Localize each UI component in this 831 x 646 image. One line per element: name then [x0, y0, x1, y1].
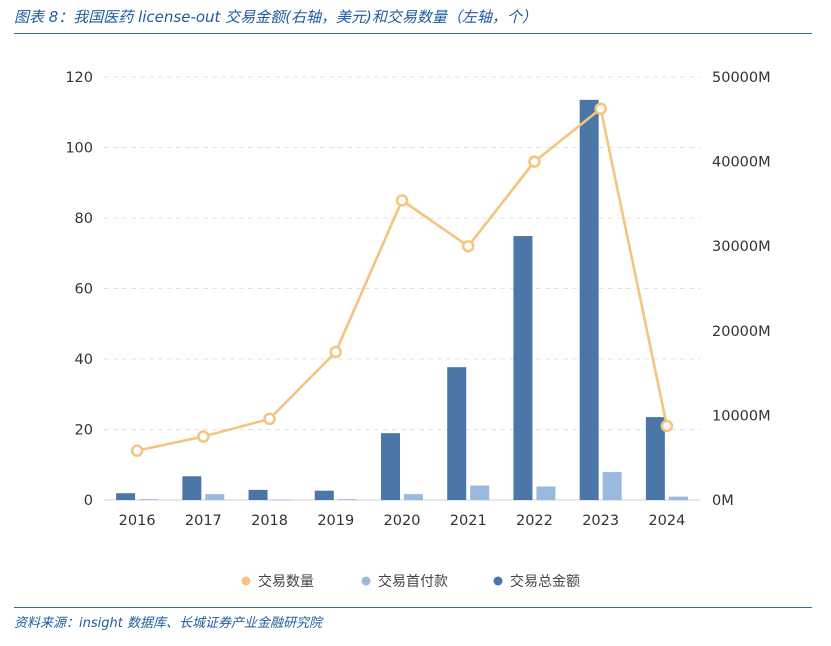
x-tick-label: 2022 [516, 513, 553, 529]
x-tick-label: 2023 [582, 513, 619, 529]
y-left-tick-label: 120 [65, 70, 93, 86]
legend-marker [493, 576, 503, 586]
bar-total-amount [579, 99, 599, 500]
y-right-tick-label: 40000M [712, 155, 771, 171]
bar-upfront-payment [668, 496, 688, 500]
y-right-tick-label: 20000M [712, 324, 771, 340]
y-left-tick-label: 60 [75, 282, 93, 298]
source-divider [14, 607, 812, 608]
bar-total-amount [116, 493, 136, 500]
legend-label: 交易首付款 [378, 573, 448, 590]
x-tick-label: 2019 [317, 513, 354, 529]
x-tick-label: 2017 [185, 513, 222, 529]
bar-total-amount [381, 433, 400, 500]
point-deal-count [395, 194, 409, 207]
bar-upfront-payment [536, 486, 556, 500]
x-tick-label: 2018 [251, 513, 288, 529]
bar-total-amount [513, 236, 533, 500]
y-left-tick-label: 20 [75, 423, 93, 439]
bar-total-amount [314, 490, 334, 500]
legend-marker [361, 576, 371, 586]
figure-title: 图表 8：我国医药 license-out 交易金额(右轴，美元)和交易数量（左… [14, 8, 537, 26]
legend-label: 交易总金额 [510, 573, 580, 590]
bar-total-amount [447, 367, 467, 500]
y-right-tick-label: 50000M [712, 70, 771, 86]
point-deal-count [660, 419, 674, 433]
x-tick-label: 2020 [384, 513, 421, 529]
bar-upfront-payment [470, 485, 490, 500]
point-deal-count [528, 155, 541, 168]
bar-total-amount [182, 476, 202, 500]
y-left-tick-label: 40 [75, 352, 93, 368]
y-right-tick-label: 10000M [712, 408, 771, 424]
point-deal-count [263, 412, 276, 426]
title-divider [14, 33, 812, 34]
bar-upfront-payment [205, 494, 225, 500]
y-left-tick-label: 100 [65, 141, 93, 157]
point-deal-count [197, 430, 210, 443]
point-deal-count [461, 239, 475, 253]
bar-total-amount [248, 489, 268, 500]
x-tick-label: 2024 [648, 513, 685, 529]
bar-total-amount [645, 417, 665, 500]
x-tick-label: 2016 [119, 513, 156, 529]
source-note: 资料来源：insight 数据库、长城证券产业金融研究院 [14, 616, 322, 631]
y-right-tick-label: 0M [712, 493, 734, 509]
y-right-tick-label: 30000M [712, 239, 771, 255]
legend-label: 交易数量 [258, 573, 314, 590]
y-left-tick-label: 80 [75, 211, 93, 227]
point-deal-count [329, 345, 343, 359]
bar-upfront-payment [602, 472, 622, 500]
x-tick-label: 2021 [450, 513, 487, 529]
point-deal-count [130, 444, 144, 457]
y-left-tick-label: 0 [84, 493, 93, 509]
bar-upfront-payment [139, 499, 159, 500]
bar-upfront-payment [271, 499, 291, 501]
point-deal-count [594, 102, 607, 115]
legend-marker [241, 576, 251, 586]
bar-upfront-payment [337, 499, 357, 500]
bar-upfront-payment [404, 494, 423, 500]
